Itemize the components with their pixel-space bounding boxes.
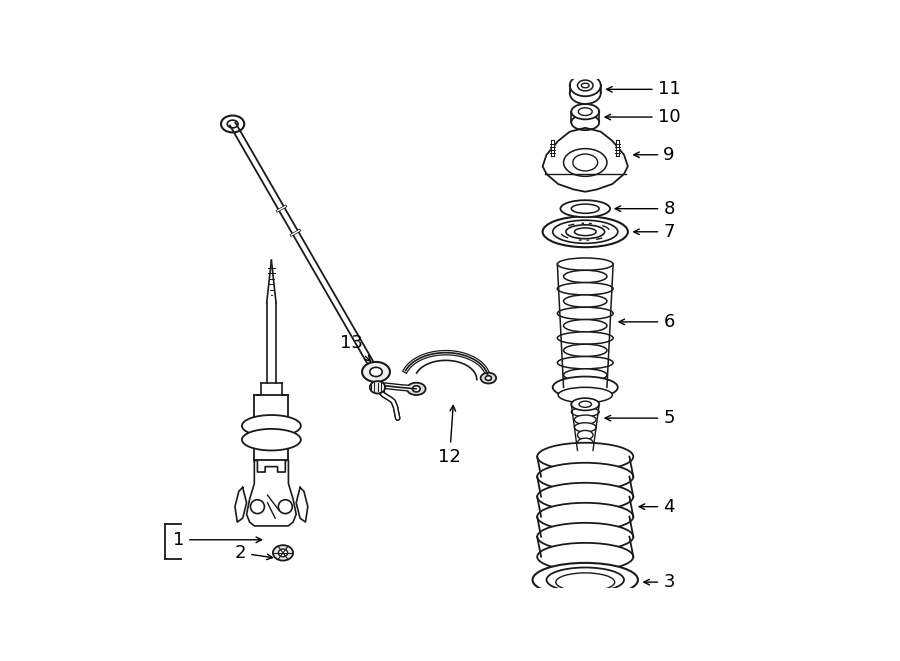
Ellipse shape [574, 423, 596, 432]
Ellipse shape [557, 307, 613, 319]
Ellipse shape [273, 545, 293, 561]
Ellipse shape [537, 503, 634, 531]
Ellipse shape [412, 386, 420, 392]
Ellipse shape [570, 75, 601, 97]
Ellipse shape [566, 225, 605, 239]
Ellipse shape [407, 383, 426, 395]
Text: 7: 7 [634, 223, 675, 241]
Ellipse shape [537, 523, 634, 551]
Ellipse shape [278, 500, 293, 514]
Text: 13: 13 [340, 334, 371, 361]
Text: 8: 8 [616, 200, 675, 217]
Ellipse shape [558, 387, 612, 403]
Ellipse shape [362, 362, 390, 382]
Polygon shape [266, 260, 276, 303]
Ellipse shape [481, 373, 496, 383]
Polygon shape [260, 383, 283, 395]
Ellipse shape [574, 228, 596, 235]
Ellipse shape [563, 149, 607, 176]
Ellipse shape [578, 438, 593, 447]
Text: 12: 12 [438, 405, 461, 465]
Text: 10: 10 [605, 108, 680, 126]
Ellipse shape [574, 415, 596, 424]
Ellipse shape [563, 270, 607, 283]
Ellipse shape [557, 356, 613, 369]
Ellipse shape [561, 200, 610, 217]
Ellipse shape [537, 443, 634, 471]
Ellipse shape [543, 216, 628, 247]
Ellipse shape [221, 116, 244, 132]
Ellipse shape [578, 430, 593, 440]
Ellipse shape [553, 220, 617, 243]
Ellipse shape [537, 483, 634, 510]
Ellipse shape [533, 563, 638, 597]
Ellipse shape [572, 154, 598, 171]
Polygon shape [296, 487, 308, 522]
Ellipse shape [581, 83, 590, 88]
Text: 6: 6 [619, 313, 675, 331]
Text: 5: 5 [605, 409, 675, 427]
Ellipse shape [557, 258, 613, 270]
Polygon shape [235, 487, 247, 522]
Polygon shape [543, 128, 628, 192]
Ellipse shape [572, 400, 599, 409]
Ellipse shape [227, 120, 238, 128]
Text: 9: 9 [634, 146, 675, 164]
Ellipse shape [579, 108, 592, 116]
Ellipse shape [563, 319, 607, 332]
Ellipse shape [242, 415, 301, 437]
Ellipse shape [572, 398, 599, 410]
Ellipse shape [556, 573, 615, 592]
Ellipse shape [557, 332, 613, 344]
Text: 11: 11 [607, 81, 680, 98]
Ellipse shape [563, 295, 607, 307]
Ellipse shape [578, 80, 593, 91]
Ellipse shape [370, 381, 385, 393]
Ellipse shape [278, 549, 288, 557]
Text: 4: 4 [639, 498, 675, 516]
Text: 1: 1 [173, 531, 262, 549]
Ellipse shape [250, 500, 265, 514]
Ellipse shape [579, 401, 591, 407]
Ellipse shape [570, 83, 601, 104]
Ellipse shape [546, 568, 624, 592]
Ellipse shape [553, 377, 617, 398]
Ellipse shape [537, 543, 634, 570]
Ellipse shape [370, 368, 382, 377]
Polygon shape [255, 395, 288, 461]
Text: 3: 3 [644, 573, 675, 591]
Ellipse shape [242, 429, 301, 450]
Ellipse shape [537, 463, 634, 490]
Ellipse shape [572, 104, 599, 120]
Ellipse shape [563, 369, 607, 381]
Ellipse shape [572, 115, 599, 130]
Ellipse shape [557, 283, 613, 295]
Ellipse shape [563, 344, 607, 356]
Ellipse shape [572, 204, 599, 214]
Ellipse shape [572, 407, 599, 416]
Text: 2: 2 [235, 544, 273, 562]
Ellipse shape [485, 375, 491, 380]
Polygon shape [247, 461, 296, 526]
